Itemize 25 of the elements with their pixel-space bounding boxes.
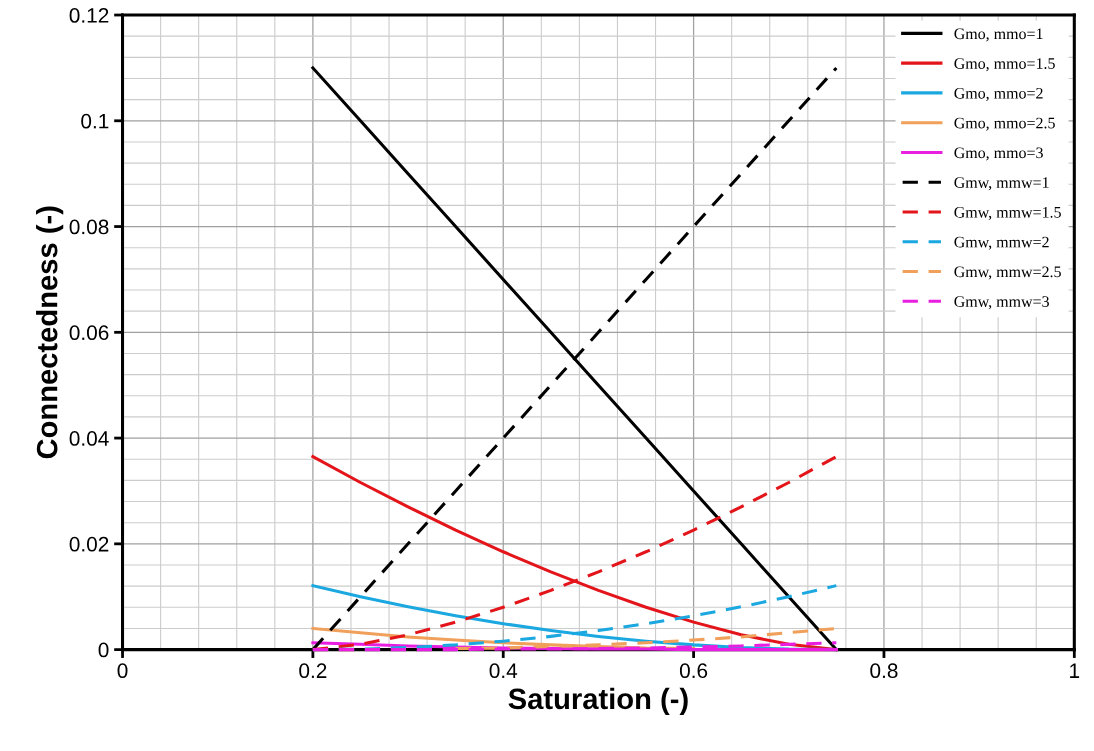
y-tick-label: 0.02	[69, 536, 109, 552]
y-tick-label: 0	[98, 642, 109, 658]
y-tick-label: 0.1	[81, 113, 109, 129]
y-tick-label: 0.04	[69, 431, 109, 446]
legend-label: Gmo, mmo=1.5	[954, 58, 1055, 72]
legend-label: Gmo, mmo=3	[954, 147, 1043, 161]
y-axis-title: Connectedness (-)	[36, 206, 64, 459]
legend-label: Gmw, mmw=2.5	[954, 266, 1061, 280]
legend-label: Gmw, mmw=1	[954, 177, 1049, 191]
legend-label: Gmw, mmw=3	[954, 296, 1049, 310]
x-tick-label: 0.6	[679, 663, 708, 679]
x-tick-label: 0.2	[299, 663, 327, 679]
y-tick-label: 0.12	[69, 8, 109, 23]
legend-label: Gmo, mmo=1	[954, 28, 1043, 42]
x-tick-label: 0.4	[489, 663, 518, 679]
x-tick-label: 1	[1070, 663, 1080, 678]
legend-label: Gmw, mmw=2	[954, 236, 1049, 250]
legend-label: Gmo, mmo=2.5	[954, 117, 1055, 131]
x-tick-label: 0	[117, 663, 128, 679]
legend-label: Gmw, mmw=1.5	[954, 206, 1061, 220]
y-tick-label: 0.06	[69, 325, 109, 341]
legend-label: Gmo, mmo=2	[954, 87, 1043, 101]
y-tick-label: 0.08	[69, 219, 109, 235]
x-tick-label: 0.8	[870, 663, 898, 679]
x-axis-title: Saturation (-)	[508, 687, 688, 715]
